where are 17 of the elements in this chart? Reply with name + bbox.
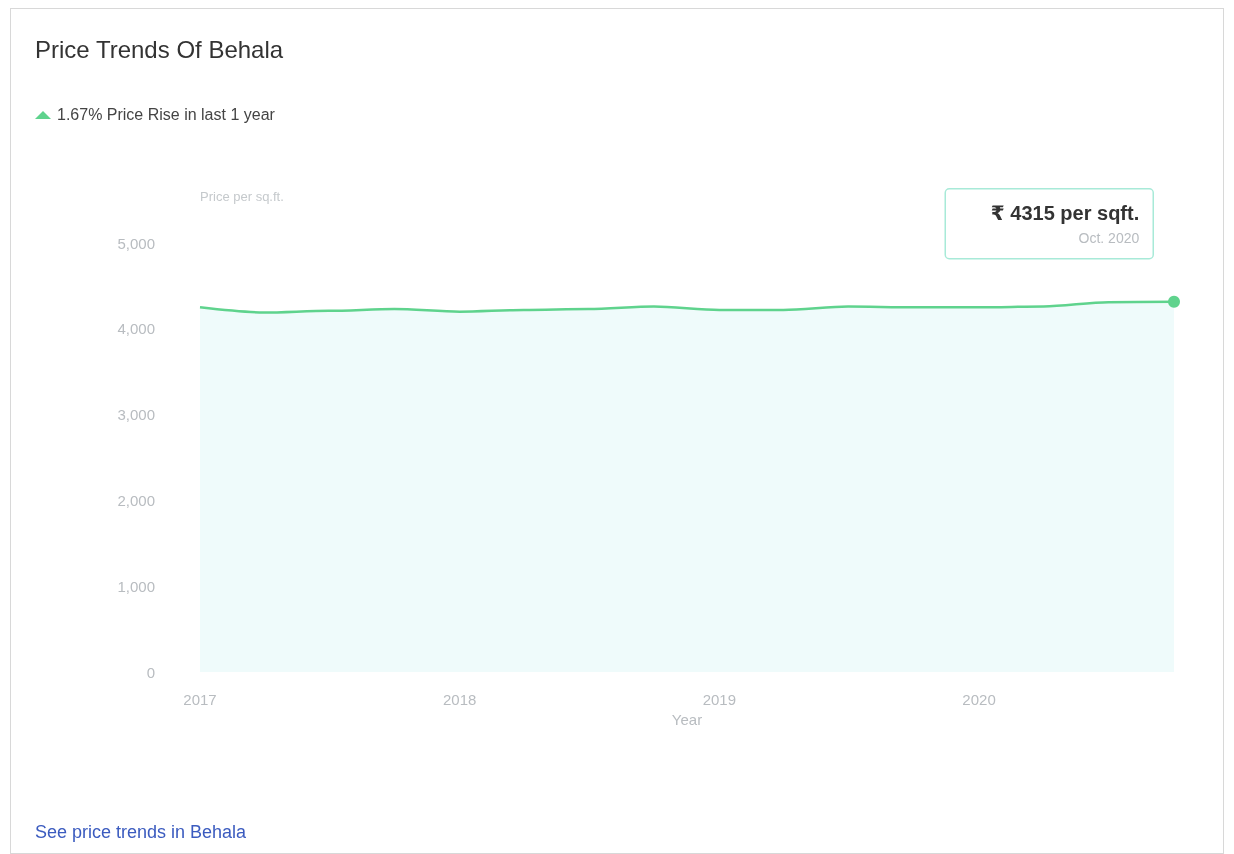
chart-subtitle: 1.67% Price Rise in last 1 year — [57, 106, 275, 124]
y-tick-label: 4,000 — [117, 320, 155, 338]
x-axis-title: Year — [671, 711, 703, 728]
x-tick-label: 2019 — [702, 691, 737, 708]
y-tick-label: 2,000 — [117, 491, 155, 509]
y-tick-label: 3,000 — [117, 406, 155, 424]
y-tick-label: 0 — [146, 663, 155, 681]
x-tick-label: 2020 — [962, 691, 996, 708]
y-axis-title: Price per sq.ft. — [200, 189, 284, 204]
y-tick-label: 1,000 — [117, 577, 155, 595]
annotation: Oct. 2020 — [1078, 229, 1140, 246]
y-tick-label: 5,000 — [117, 234, 155, 252]
x-tick-label: 2018 — [443, 691, 477, 708]
x-tick-label: 2017 — [183, 691, 217, 708]
text: See price trends in Behala — [35, 822, 247, 843]
chart-title: Price Trends Of Behala — [35, 36, 284, 64]
text: ₹ 4315 per sqft. — [990, 201, 1140, 224]
